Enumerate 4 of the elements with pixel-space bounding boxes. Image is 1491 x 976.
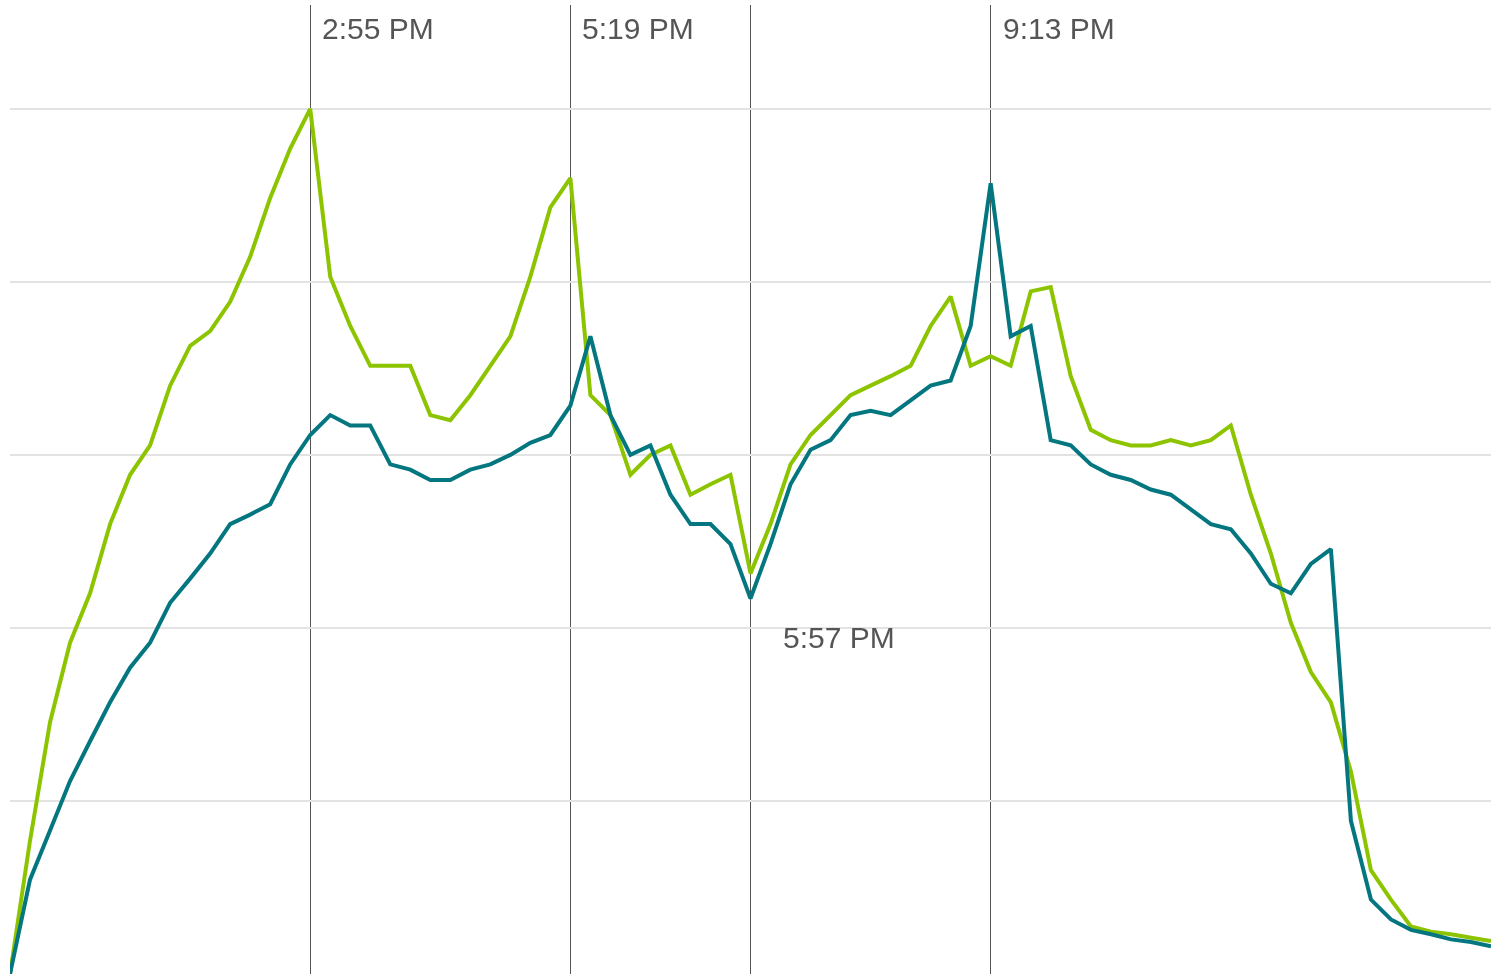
annotation: 5:57 PM bbox=[783, 621, 895, 654]
text: 9:13 PM bbox=[1003, 12, 1115, 45]
text: 2:55 PM bbox=[322, 12, 434, 45]
text: 5:19 PM bbox=[582, 12, 694, 45]
